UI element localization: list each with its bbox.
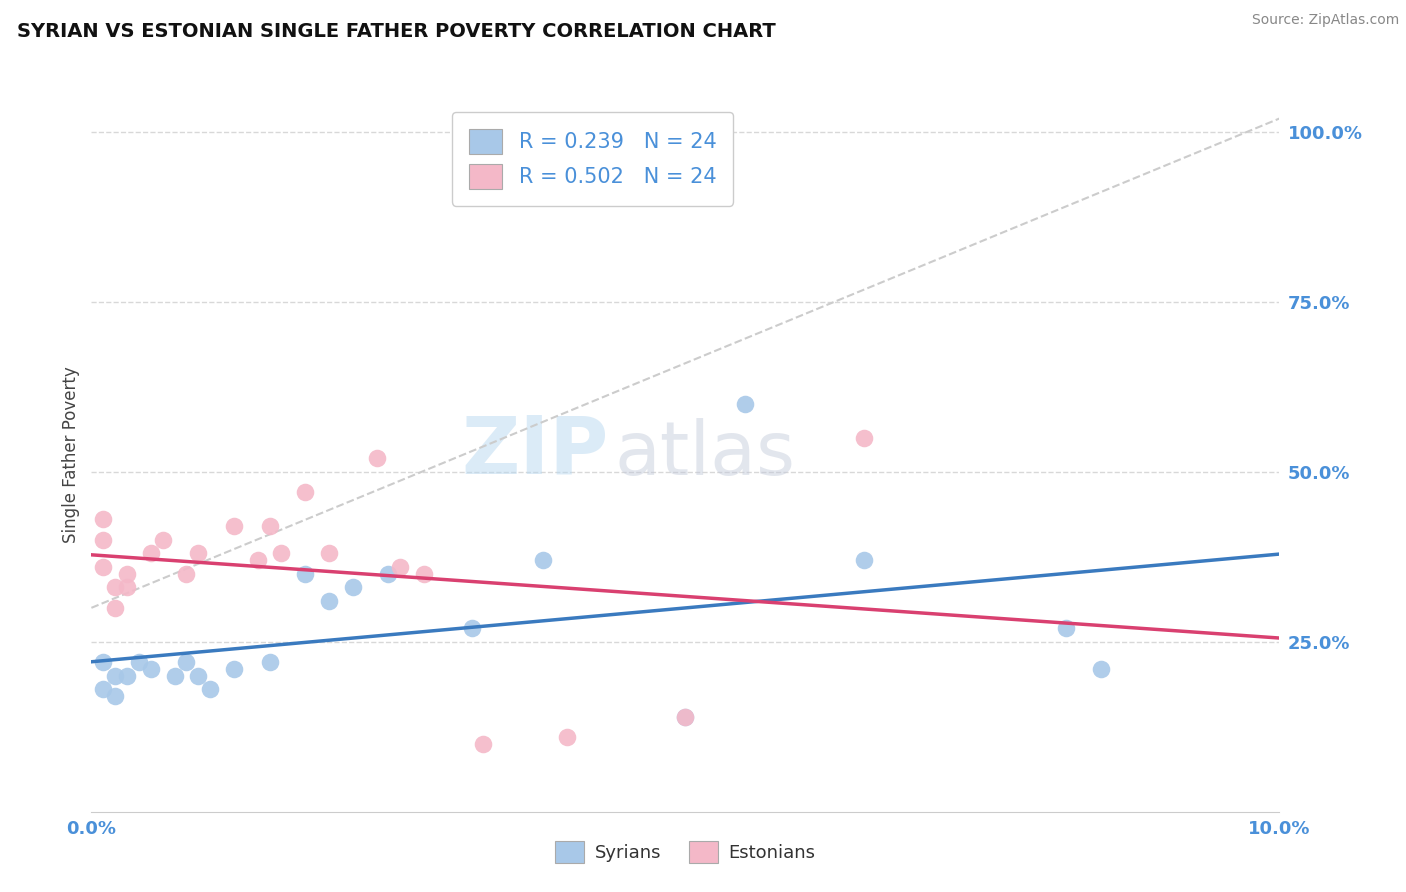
Point bbox=[139, 546, 162, 560]
Point bbox=[531, 553, 554, 567]
Point bbox=[200, 682, 222, 697]
Point bbox=[91, 655, 114, 669]
Point bbox=[91, 560, 114, 574]
Point bbox=[104, 669, 127, 683]
Point bbox=[163, 669, 186, 683]
Point bbox=[852, 431, 875, 445]
Point bbox=[91, 512, 114, 526]
Point bbox=[115, 566, 138, 581]
Point bbox=[246, 553, 269, 567]
Point bbox=[377, 566, 399, 581]
Y-axis label: Single Father Poverty: Single Father Poverty bbox=[62, 367, 80, 543]
Point bbox=[270, 546, 292, 560]
Point bbox=[187, 546, 209, 560]
Point bbox=[152, 533, 174, 547]
Point bbox=[318, 546, 340, 560]
Point bbox=[139, 662, 162, 676]
Point bbox=[294, 566, 316, 581]
Point bbox=[104, 600, 127, 615]
Point bbox=[104, 689, 127, 703]
Point bbox=[294, 485, 316, 500]
Point bbox=[413, 566, 436, 581]
Point bbox=[115, 581, 138, 595]
Point bbox=[91, 682, 114, 697]
Point bbox=[460, 621, 482, 635]
Point bbox=[222, 519, 245, 533]
Point bbox=[1054, 621, 1077, 635]
Point bbox=[318, 594, 340, 608]
Point bbox=[342, 581, 364, 595]
Point bbox=[176, 566, 198, 581]
Point bbox=[222, 662, 245, 676]
Text: Source: ZipAtlas.com: Source: ZipAtlas.com bbox=[1251, 13, 1399, 28]
Point bbox=[91, 533, 114, 547]
Point bbox=[389, 560, 412, 574]
Point bbox=[187, 669, 209, 683]
Point bbox=[852, 553, 875, 567]
Point bbox=[472, 737, 495, 751]
Point bbox=[115, 669, 138, 683]
Text: SYRIAN VS ESTONIAN SINGLE FATHER POVERTY CORRELATION CHART: SYRIAN VS ESTONIAN SINGLE FATHER POVERTY… bbox=[17, 22, 776, 41]
Point bbox=[366, 451, 388, 466]
Text: atlas: atlas bbox=[614, 418, 796, 491]
Point bbox=[673, 709, 696, 723]
Point bbox=[673, 709, 696, 723]
Text: ZIP: ZIP bbox=[461, 412, 609, 491]
Legend: Syrians, Estonians: Syrians, Estonians bbox=[548, 834, 823, 871]
Point bbox=[555, 730, 578, 744]
Point bbox=[259, 655, 281, 669]
Point bbox=[734, 397, 756, 411]
Point bbox=[1090, 662, 1112, 676]
Point bbox=[176, 655, 198, 669]
Point bbox=[259, 519, 281, 533]
Point bbox=[104, 581, 127, 595]
Point bbox=[128, 655, 150, 669]
